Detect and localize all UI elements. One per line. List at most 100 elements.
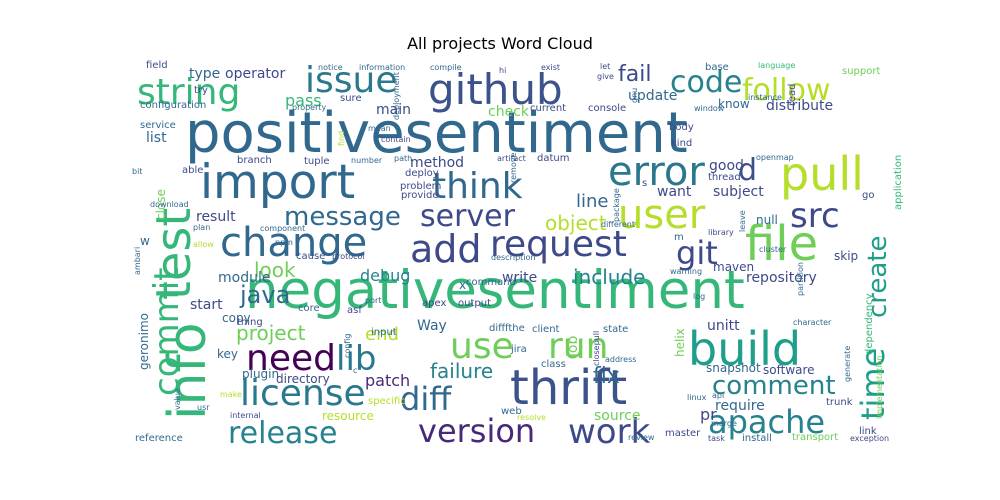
- word-deploy: deploy: [405, 168, 439, 179]
- word-go: go: [862, 190, 874, 201]
- word-maven: maven: [713, 260, 754, 274]
- word-contain: contain: [381, 135, 411, 144]
- word-master: master: [665, 428, 701, 439]
- word-server: server: [420, 199, 516, 234]
- word-different: different: [601, 220, 635, 229]
- word-artifact: artifact: [497, 154, 526, 163]
- word-build: build: [688, 322, 801, 376]
- word-update: update: [628, 88, 677, 104]
- word-protocol: protocol: [332, 252, 365, 261]
- word-think: think: [432, 166, 523, 207]
- word-web: web: [501, 406, 522, 417]
- word-client: client: [532, 324, 560, 335]
- word-problem: problem: [400, 181, 441, 192]
- word-write: write: [502, 270, 537, 286]
- word-w: w: [140, 234, 150, 248]
- word-deployment: deployment: [392, 72, 401, 120]
- word-need: need: [246, 338, 336, 379]
- word-api: api: [712, 391, 724, 400]
- word-allow: allow: [193, 240, 214, 249]
- word-src: src: [790, 196, 840, 236]
- word-close: close: [154, 189, 168, 220]
- word-result: result: [196, 209, 236, 225]
- word-commit: commit: [147, 267, 187, 396]
- word-merge: merge: [711, 419, 737, 428]
- word-exist: exist: [541, 63, 560, 72]
- word-diff: diff: [400, 380, 452, 418]
- word-internal: internal: [230, 411, 261, 420]
- word-language: language: [758, 61, 795, 70]
- word-tuple: tuple: [304, 156, 330, 167]
- word-npm: npm: [275, 238, 293, 247]
- word-subject: subject: [713, 184, 764, 200]
- word-instance: instance: [748, 93, 782, 102]
- word-gnu: gnu: [630, 88, 639, 103]
- word-user: user: [618, 192, 706, 238]
- word-require: require: [715, 398, 765, 414]
- word-description: description: [491, 253, 535, 262]
- word-directory: directory: [276, 372, 330, 386]
- word-link: link: [859, 426, 877, 437]
- word-component: component: [260, 224, 305, 233]
- word-library: library: [708, 228, 734, 237]
- word-bit: bit: [132, 167, 142, 176]
- word-x: x: [459, 278, 466, 292]
- word-dependency: dependency: [864, 293, 875, 355]
- chart-title: All projects Word Cloud: [407, 34, 593, 53]
- word-source: source: [594, 408, 641, 424]
- word-window: window: [694, 104, 725, 113]
- word-failure: failure: [430, 359, 493, 383]
- word-want: want: [657, 184, 692, 200]
- word-console: console: [588, 103, 626, 114]
- word-give: give: [597, 72, 614, 81]
- word-property: property: [292, 103, 327, 112]
- word-let: let: [600, 62, 610, 71]
- word-m: m: [674, 232, 684, 243]
- word-read: read: [787, 83, 798, 106]
- word-review: review: [628, 433, 655, 442]
- word-work: work: [568, 412, 651, 452]
- word-file: file: [745, 216, 818, 272]
- word-project: project: [236, 321, 306, 345]
- word-lib: lib: [336, 339, 376, 379]
- word-fail: fail: [618, 62, 651, 87]
- word-kind: kind: [671, 138, 692, 149]
- word-good: good: [709, 158, 744, 174]
- word-install: install: [742, 433, 772, 444]
- word-git: git: [676, 234, 718, 272]
- word-license: license: [240, 373, 366, 414]
- word-package: package: [612, 188, 621, 222]
- word-way: Way: [417, 318, 447, 334]
- word-include: include: [573, 265, 645, 289]
- word-current: current: [530, 103, 566, 114]
- word-ambari: ambari: [133, 247, 142, 275]
- word-task: task: [708, 434, 725, 443]
- word-test: test: [146, 208, 202, 300]
- word-plan: plan: [193, 223, 210, 232]
- word-compile: compile: [430, 63, 462, 72]
- word-state: state: [603, 324, 628, 335]
- word-import: import: [200, 155, 355, 210]
- word-start: start: [190, 297, 223, 313]
- word-field: field: [146, 60, 168, 71]
- word-command: command: [466, 277, 516, 288]
- word-version: version: [418, 412, 535, 450]
- word-notice: notice: [318, 63, 343, 72]
- word-positivesentiment: positivesentiment: [185, 101, 688, 166]
- word-module: module: [218, 270, 270, 286]
- word-cluster: cluster: [759, 245, 787, 254]
- word-look: look: [254, 258, 296, 282]
- word-branch: branch: [237, 155, 272, 166]
- word-generate: generate: [843, 346, 852, 382]
- word-thrift: thrift: [510, 360, 627, 416]
- word-information: information: [359, 63, 405, 72]
- word-trunk: trunk: [826, 397, 853, 408]
- word-s: s: [642, 178, 647, 189]
- word-apache: apache: [708, 403, 825, 441]
- word-plugin: plugin: [242, 367, 279, 381]
- word-object: object: [545, 211, 607, 235]
- word-implementation: implementation: [875, 356, 884, 419]
- word-support: support: [842, 66, 880, 77]
- word-log: log: [693, 292, 705, 301]
